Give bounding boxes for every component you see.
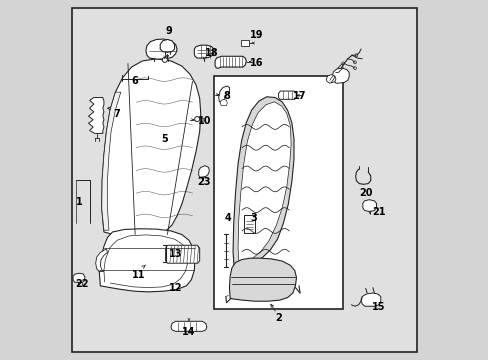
- Text: 7: 7: [114, 109, 121, 119]
- Text: 23: 23: [197, 177, 211, 187]
- Text: 1: 1: [76, 197, 83, 207]
- Text: 18: 18: [204, 48, 218, 58]
- Polygon shape: [194, 45, 214, 58]
- Text: 22: 22: [76, 279, 89, 289]
- Polygon shape: [165, 245, 199, 263]
- Polygon shape: [160, 40, 174, 52]
- Text: 3: 3: [249, 213, 256, 222]
- Polygon shape: [238, 102, 290, 267]
- Polygon shape: [332, 68, 348, 83]
- Polygon shape: [102, 92, 121, 230]
- Text: 11: 11: [132, 270, 145, 280]
- Polygon shape: [325, 75, 335, 83]
- Polygon shape: [145, 39, 177, 59]
- Polygon shape: [233, 97, 293, 271]
- Circle shape: [354, 54, 357, 57]
- Text: 16: 16: [250, 58, 263, 68]
- Circle shape: [353, 67, 356, 69]
- Text: 20: 20: [359, 188, 372, 198]
- Text: 21: 21: [371, 207, 385, 217]
- Bar: [214, 76, 343, 309]
- Polygon shape: [171, 321, 206, 331]
- Polygon shape: [360, 293, 380, 306]
- Text: 2: 2: [275, 313, 282, 323]
- FancyBboxPatch shape: [240, 40, 249, 46]
- Text: 5: 5: [161, 134, 168, 144]
- Polygon shape: [102, 59, 201, 237]
- Polygon shape: [99, 229, 195, 292]
- Circle shape: [162, 57, 167, 62]
- Polygon shape: [96, 249, 107, 271]
- Text: 15: 15: [371, 302, 385, 312]
- Polygon shape: [229, 258, 296, 301]
- Text: 8: 8: [223, 91, 229, 101]
- Polygon shape: [278, 91, 296, 99]
- Text: 10: 10: [198, 116, 211, 126]
- FancyBboxPatch shape: [244, 215, 255, 233]
- Polygon shape: [73, 273, 85, 283]
- Polygon shape: [220, 99, 227, 105]
- Circle shape: [341, 62, 344, 65]
- Polygon shape: [198, 166, 209, 177]
- Text: 4: 4: [224, 213, 231, 222]
- Circle shape: [200, 118, 203, 122]
- Text: 13: 13: [168, 248, 182, 258]
- Polygon shape: [218, 86, 229, 102]
- Text: 19: 19: [250, 30, 263, 40]
- Polygon shape: [88, 98, 104, 134]
- Text: 14: 14: [182, 327, 195, 337]
- Polygon shape: [362, 200, 376, 212]
- Text: 6: 6: [131, 76, 138, 86]
- Text: 12: 12: [168, 283, 182, 293]
- Circle shape: [194, 117, 199, 122]
- Text: 9: 9: [165, 26, 172, 36]
- Polygon shape: [215, 56, 246, 68]
- Circle shape: [353, 61, 356, 64]
- Text: 17: 17: [293, 91, 306, 101]
